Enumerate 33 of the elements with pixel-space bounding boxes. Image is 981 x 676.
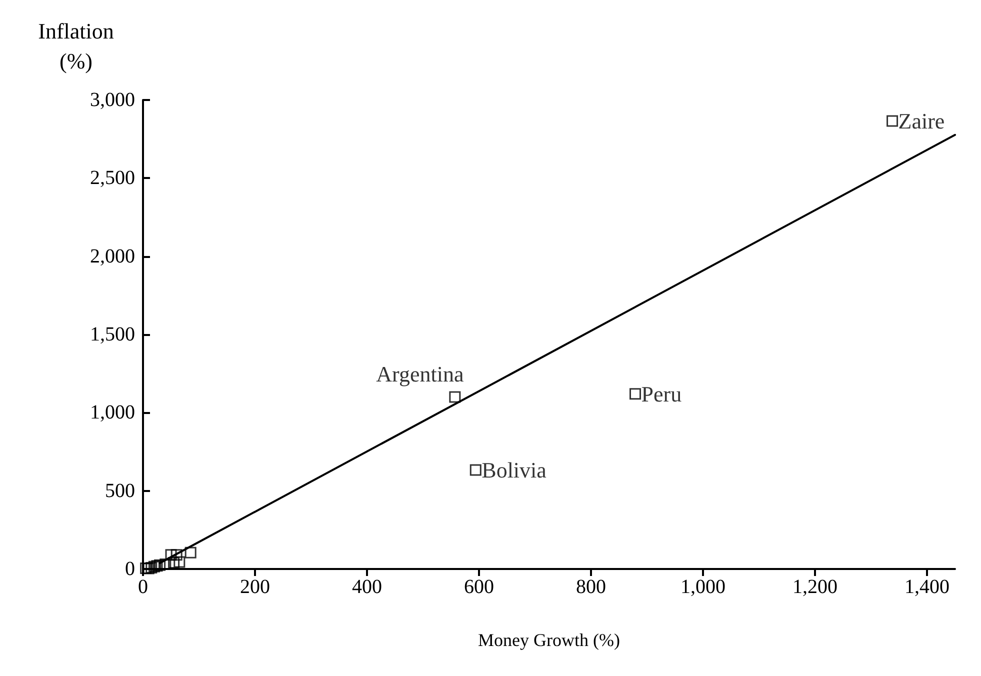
annotation: Zaire: [898, 108, 945, 134]
point: [168, 556, 180, 568]
point: [151, 560, 163, 572]
point: [470, 464, 482, 476]
y-tick-label: 1,000: [90, 402, 135, 424]
x-tick-label: 1,000: [680, 576, 726, 598]
y-axis-title: Inflation (%): [38, 18, 114, 74]
point: [886, 115, 898, 127]
point: [449, 391, 461, 403]
x-tick-label: 800: [576, 576, 606, 598]
point: [146, 562, 158, 574]
point: [170, 549, 182, 561]
x-tick-label: 400: [352, 576, 382, 598]
x-tick-label: 1,200: [792, 576, 838, 598]
point: [154, 559, 166, 571]
x-tick-label: 600: [464, 576, 494, 598]
point: [174, 556, 186, 568]
y-tick-label: 2,500: [90, 167, 135, 190]
annotation: Peru: [641, 381, 682, 406]
y-tick-label: 0: [125, 558, 135, 580]
x-axis-title: Money Growth (%): [478, 630, 620, 650]
y-tick-label: 3,000: [90, 89, 135, 111]
point: [629, 388, 641, 400]
y-tick-label: 500: [105, 480, 135, 502]
x-tick-label: 1,400: [904, 576, 950, 598]
point: [148, 560, 160, 572]
y-tick-label: 1,500: [90, 324, 135, 346]
annotation: Argentina: [376, 362, 464, 387]
y-tick-label: 2,000: [90, 245, 135, 268]
point: [184, 546, 196, 558]
annotation: Bolivia: [482, 458, 547, 483]
point: [165, 549, 177, 561]
x-tick-label: 200: [240, 576, 270, 598]
